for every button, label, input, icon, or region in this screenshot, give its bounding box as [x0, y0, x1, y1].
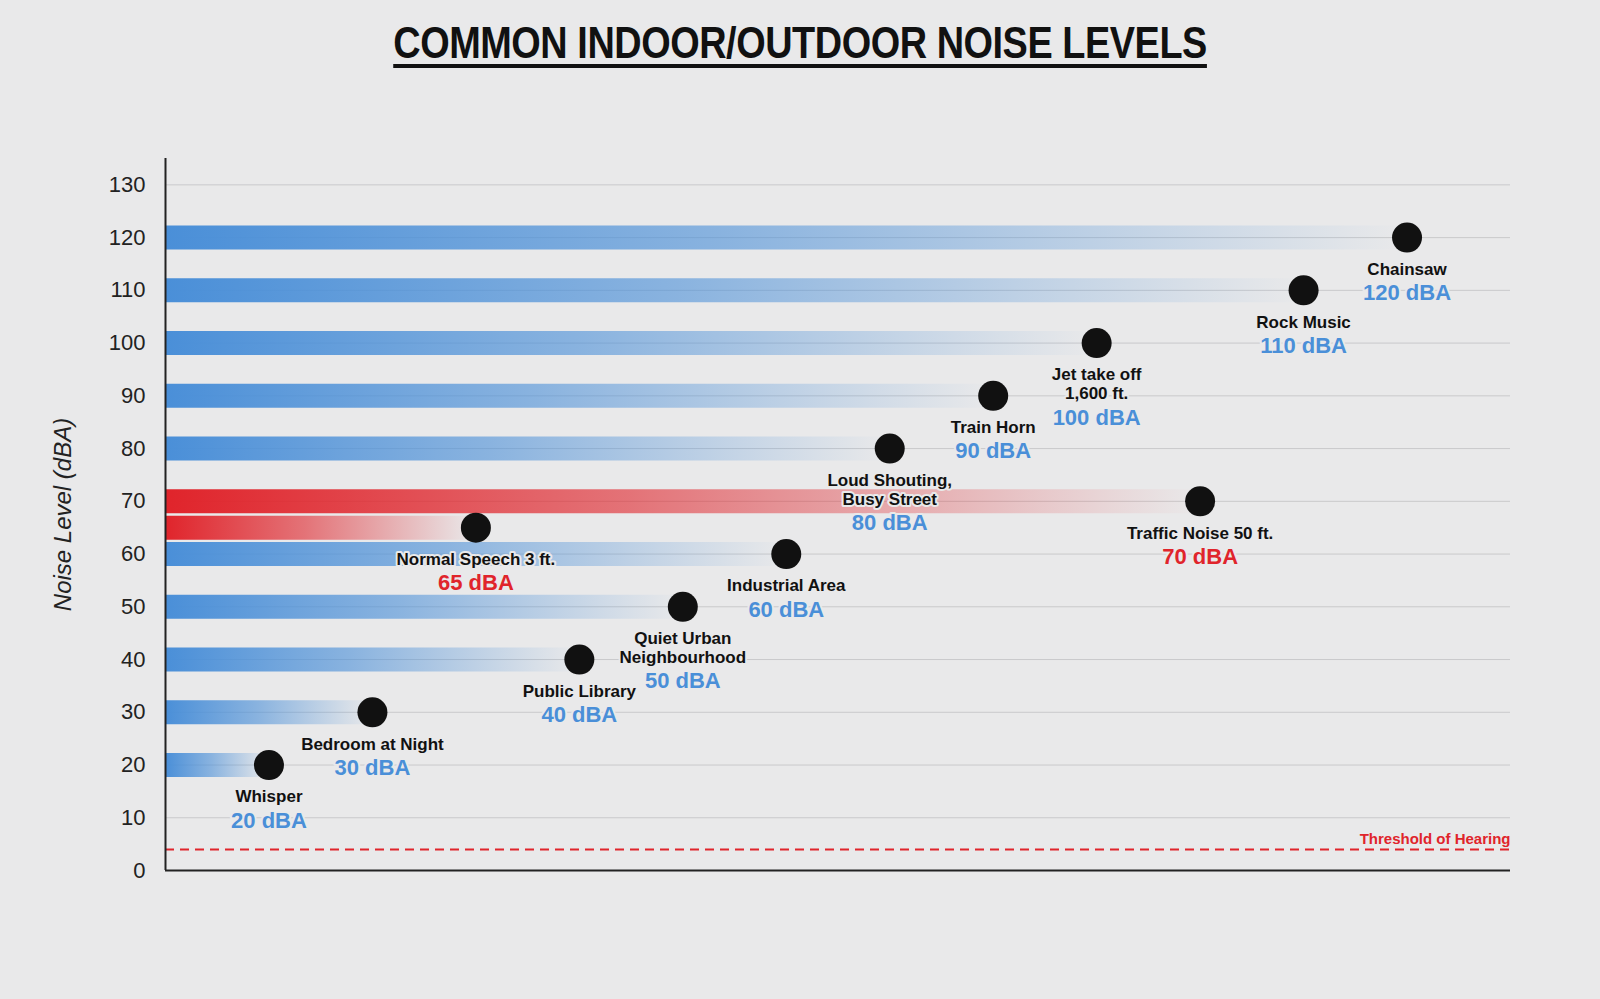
svg-text:Train Horn: Train Horn	[951, 418, 1036, 437]
svg-text:80 dBA: 80 dBA	[852, 510, 928, 535]
svg-text:120 dBA: 120 dBA	[1363, 280, 1451, 305]
svg-text:80: 80	[121, 436, 145, 461]
svg-text:Chainsaw: Chainsaw	[1367, 260, 1447, 279]
svg-text:20 dBA: 20 dBA	[231, 808, 307, 833]
svg-text:50: 50	[121, 594, 145, 619]
svg-text:130: 130	[109, 172, 146, 197]
svg-text:Jet take off1,600 ft.: Jet take off1,600 ft.	[1052, 365, 1142, 403]
svg-text:60: 60	[121, 541, 145, 566]
html-text:COMMON INDOOR/OUTDOOR NOISE LE: COMMON INDOOR/OUTDOOR NOISE LEVELS	[393, 18, 1207, 67]
svg-text:120: 120	[109, 225, 146, 250]
svg-text:Whisper: Whisper	[235, 787, 302, 806]
svg-text:70 dBA: 70 dBA	[1162, 544, 1238, 569]
svg-text:20: 20	[121, 752, 145, 777]
svg-text:Bedroom at Night: Bedroom at Night	[301, 735, 444, 754]
svg-text:110 dBA: 110 dBA	[1260, 333, 1347, 358]
svg-text:90: 90	[121, 383, 145, 408]
svg-text:Quiet UrbanNeighbourhood: Quiet UrbanNeighbourhood	[620, 629, 747, 667]
svg-text:100: 100	[109, 330, 146, 355]
svg-text:65 dBA: 65 dBA	[438, 570, 514, 595]
svg-text:0: 0	[133, 858, 145, 883]
svg-text:Traffic Noise 50 ft.: Traffic Noise 50 ft.	[1127, 524, 1273, 543]
svg-text:Public Library: Public Library	[523, 682, 637, 701]
svg-text:10: 10	[121, 805, 145, 830]
svg-text:30 dBA: 30 dBA	[335, 755, 411, 780]
svg-text:70: 70	[121, 488, 145, 513]
svg-text:Normal Speech 3 ft.: Normal Speech 3 ft.	[397, 550, 556, 569]
svg-text:100 dBA: 100 dBA	[1053, 405, 1141, 430]
svg-text:50 dBA: 50 dBA	[645, 668, 721, 693]
svg-text:90 dBA: 90 dBA	[955, 438, 1031, 463]
svg-text:40 dBA: 40 dBA	[541, 702, 617, 727]
svg-text:Industrial Area: Industrial Area	[727, 576, 846, 595]
svg-text:Loud Shouting,Busy Street: Loud Shouting,Busy Street	[827, 471, 952, 509]
svg-text:Noise Level (dBA): Noise Level (dBA)	[49, 418, 76, 611]
svg-text:110: 110	[110, 277, 145, 302]
svg-text:40: 40	[121, 647, 145, 672]
svg-text:Rock Music: Rock Music	[1256, 313, 1350, 332]
svg-text:60 dBA: 60 dBA	[748, 597, 824, 622]
svg-text:30: 30	[121, 699, 145, 724]
svg-text:Threshold of Hearing: Threshold of Hearing	[1360, 830, 1511, 847]
